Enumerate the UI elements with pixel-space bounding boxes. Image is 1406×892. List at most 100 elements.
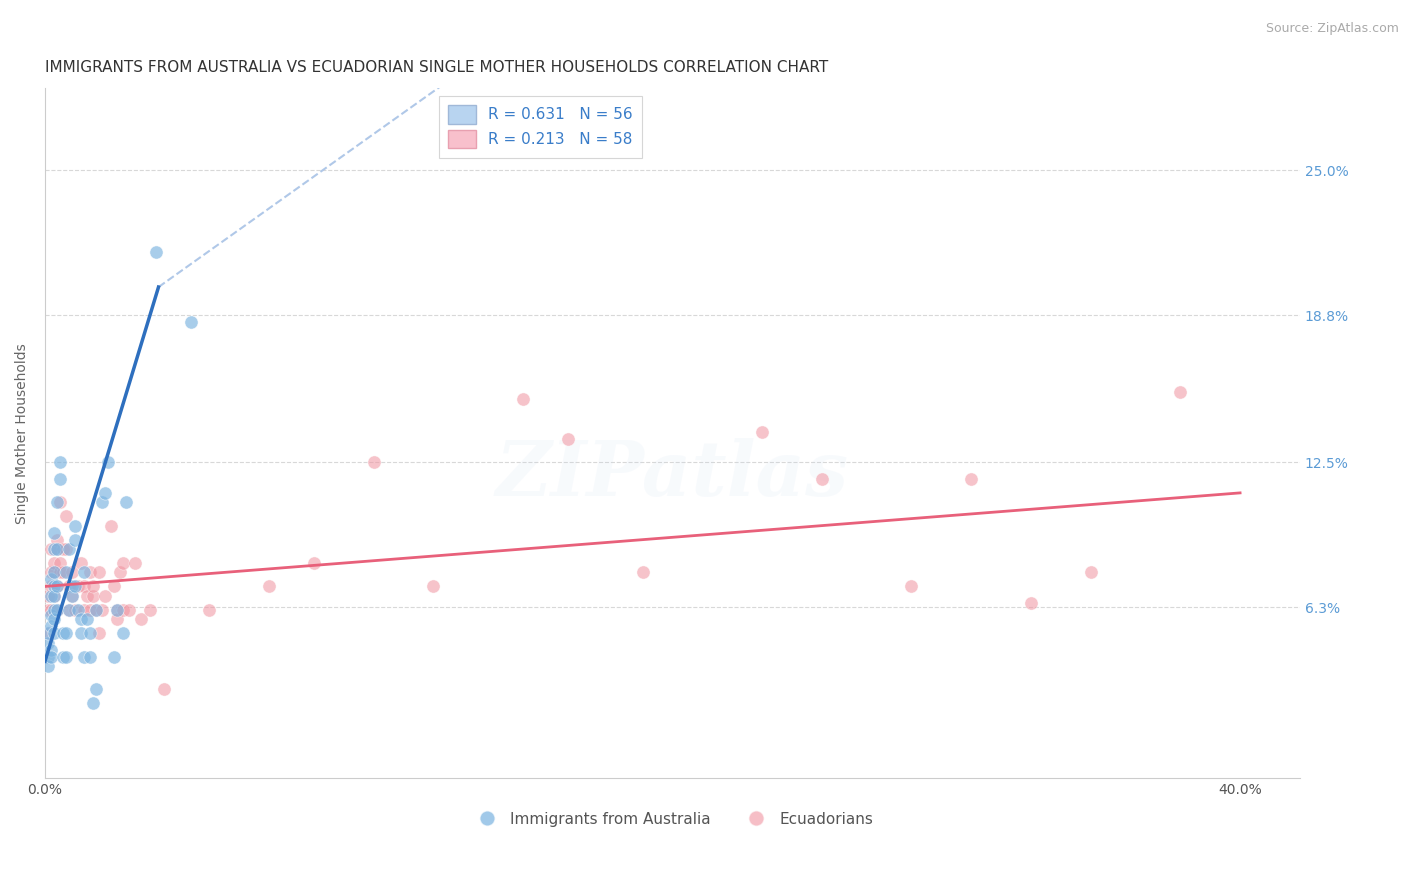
Point — [45, 541, 67, 556]
Point — [810, 472, 832, 486]
Point — [52, 626, 75, 640]
Point — [45, 603, 67, 617]
Point — [105, 603, 128, 617]
Point — [302, 556, 325, 570]
Point — [93, 589, 115, 603]
Point — [49, 495, 72, 509]
Legend: Immigrants from Australia, Ecuadorians: Immigrants from Australia, Ecuadorians — [465, 805, 879, 832]
Point — [42, 589, 65, 603]
Point — [69, 626, 91, 640]
Point — [55, 649, 77, 664]
Point — [60, 589, 83, 603]
Point — [124, 556, 146, 570]
Point — [557, 432, 579, 446]
Point — [90, 495, 112, 509]
Point — [129, 612, 152, 626]
Point — [39, 541, 62, 556]
Point — [39, 603, 62, 617]
Point — [55, 541, 77, 556]
Point — [42, 579, 65, 593]
Point — [97, 455, 120, 469]
Point — [42, 525, 65, 540]
Point — [960, 472, 983, 486]
Point — [42, 556, 65, 570]
Point — [42, 612, 65, 626]
Point — [69, 612, 91, 626]
Point — [1019, 596, 1042, 610]
Point — [512, 392, 534, 407]
Point — [42, 566, 65, 580]
Point — [39, 589, 62, 603]
Point — [87, 626, 110, 640]
Point — [39, 607, 62, 622]
Point — [1168, 385, 1191, 400]
Point — [138, 603, 160, 617]
Point — [60, 566, 83, 580]
Point — [900, 579, 922, 593]
Point — [79, 626, 101, 640]
Point — [39, 642, 62, 657]
Point — [111, 626, 134, 640]
Point — [257, 579, 280, 593]
Point — [153, 682, 176, 697]
Point — [42, 541, 65, 556]
Point — [60, 579, 83, 593]
Point — [37, 649, 59, 664]
Point — [37, 635, 59, 649]
Point — [49, 566, 72, 580]
Point — [105, 612, 128, 626]
Point — [108, 566, 131, 580]
Point — [39, 566, 62, 580]
Point — [55, 509, 77, 524]
Point — [422, 579, 444, 593]
Point — [58, 541, 80, 556]
Point — [52, 541, 75, 556]
Point — [73, 649, 96, 664]
Point — [39, 573, 62, 587]
Point — [111, 603, 134, 617]
Point — [1080, 566, 1102, 580]
Point — [37, 626, 59, 640]
Point — [39, 619, 62, 633]
Point — [114, 495, 136, 509]
Text: ZIPatlas: ZIPatlas — [496, 438, 849, 512]
Point — [79, 566, 101, 580]
Text: IMMIGRANTS FROM AUSTRALIA VS ECUADORIAN SINGLE MOTHER HOUSEHOLDS CORRELATION CHA: IMMIGRANTS FROM AUSTRALIA VS ECUADORIAN … — [45, 60, 828, 75]
Point — [82, 697, 104, 711]
Point — [66, 579, 89, 593]
Point — [45, 495, 67, 509]
Point — [117, 603, 139, 617]
Point — [87, 566, 110, 580]
Text: Source: ZipAtlas.com: Source: ZipAtlas.com — [1265, 22, 1399, 36]
Point — [73, 566, 96, 580]
Point — [76, 589, 98, 603]
Point — [58, 603, 80, 617]
Point — [82, 579, 104, 593]
Point — [52, 566, 75, 580]
Point — [42, 626, 65, 640]
Point — [52, 649, 75, 664]
Point — [45, 541, 67, 556]
Point — [82, 589, 104, 603]
Point — [45, 533, 67, 547]
Point — [49, 472, 72, 486]
Point — [84, 682, 107, 697]
Point — [60, 589, 83, 603]
Point — [180, 315, 202, 329]
Point — [363, 455, 385, 469]
Point — [37, 603, 59, 617]
Point — [631, 566, 654, 580]
Point — [45, 579, 67, 593]
Point — [63, 533, 86, 547]
Point — [198, 603, 221, 617]
Point — [73, 579, 96, 593]
Point — [58, 579, 80, 593]
Point — [37, 589, 59, 603]
Point — [42, 603, 65, 617]
Point — [100, 518, 122, 533]
Point — [39, 579, 62, 593]
Point — [90, 603, 112, 617]
Point — [37, 626, 59, 640]
Point — [49, 455, 72, 469]
Point — [58, 603, 80, 617]
